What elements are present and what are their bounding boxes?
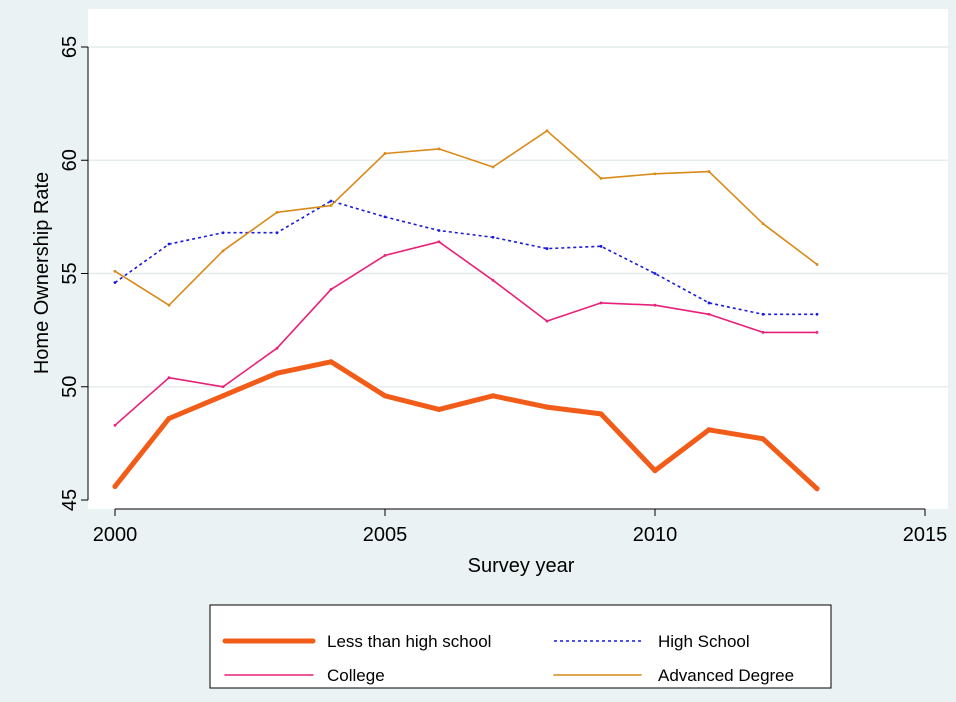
data-point [384,215,387,218]
y-tick-label: 45 [59,489,81,511]
data-point [330,200,333,203]
data-point [384,152,387,155]
data-point [168,304,171,307]
data-point [760,436,765,441]
y-tick-label: 50 [59,376,81,398]
data-point [492,166,495,169]
data-point [112,484,117,489]
data-point [816,263,819,266]
data-point [762,222,765,225]
legend-label: High School [658,632,750,651]
data-point [546,320,549,323]
data-point [276,211,279,214]
data-point [546,247,549,250]
data-point [438,240,441,243]
data-point [814,486,819,491]
data-point [168,376,171,379]
data-point [168,243,171,246]
data-point [708,170,711,173]
plot-area [88,9,948,509]
legend-label: College [327,666,385,685]
data-point [438,229,441,232]
data-point [436,407,441,412]
data-point [222,231,225,234]
data-point [222,249,225,252]
data-point [706,427,711,432]
data-point [222,385,225,388]
data-point [166,416,171,421]
data-point [652,468,657,473]
data-point [384,254,387,257]
data-point [654,304,657,307]
data-point [276,231,279,234]
data-point [114,424,117,427]
data-point [330,288,333,291]
data-point [438,148,441,151]
y-tick-label: 60 [59,149,81,171]
legend-label: Less than high school [327,632,491,651]
legend: Less than high school High School College A… [210,605,831,688]
x-tick-label: 2015 [903,524,948,546]
data-point [708,302,711,305]
data-point [762,313,765,316]
x-tick-label: 2010 [633,524,678,546]
x-tick-label: 2000 [93,524,138,546]
data-point [544,405,549,410]
legend-label: Advanced Degree [658,666,794,685]
data-point [220,393,225,398]
x-tick-label: 2005 [363,524,408,546]
data-point [816,331,819,334]
data-point [762,331,765,334]
data-point [546,129,549,132]
data-point [382,393,387,398]
data-point [816,313,819,316]
data-point [600,245,603,248]
data-point [600,177,603,180]
data-point [492,236,495,239]
data-point [600,302,603,305]
data-point [598,411,603,416]
data-point [114,270,117,273]
data-point [654,272,657,275]
data-point [328,359,333,364]
data-point [708,313,711,316]
data-point [330,204,333,207]
data-point [490,393,495,398]
y-axis-label: Home Ownership Rate [31,172,53,374]
y-tick-label: 65 [59,36,81,58]
y-tick-label: 55 [59,262,81,284]
data-point [274,371,279,376]
data-point [114,281,117,284]
x-axis-label: Survey year [468,555,575,577]
data-point [276,347,279,350]
data-point [492,279,495,282]
data-point [654,172,657,175]
